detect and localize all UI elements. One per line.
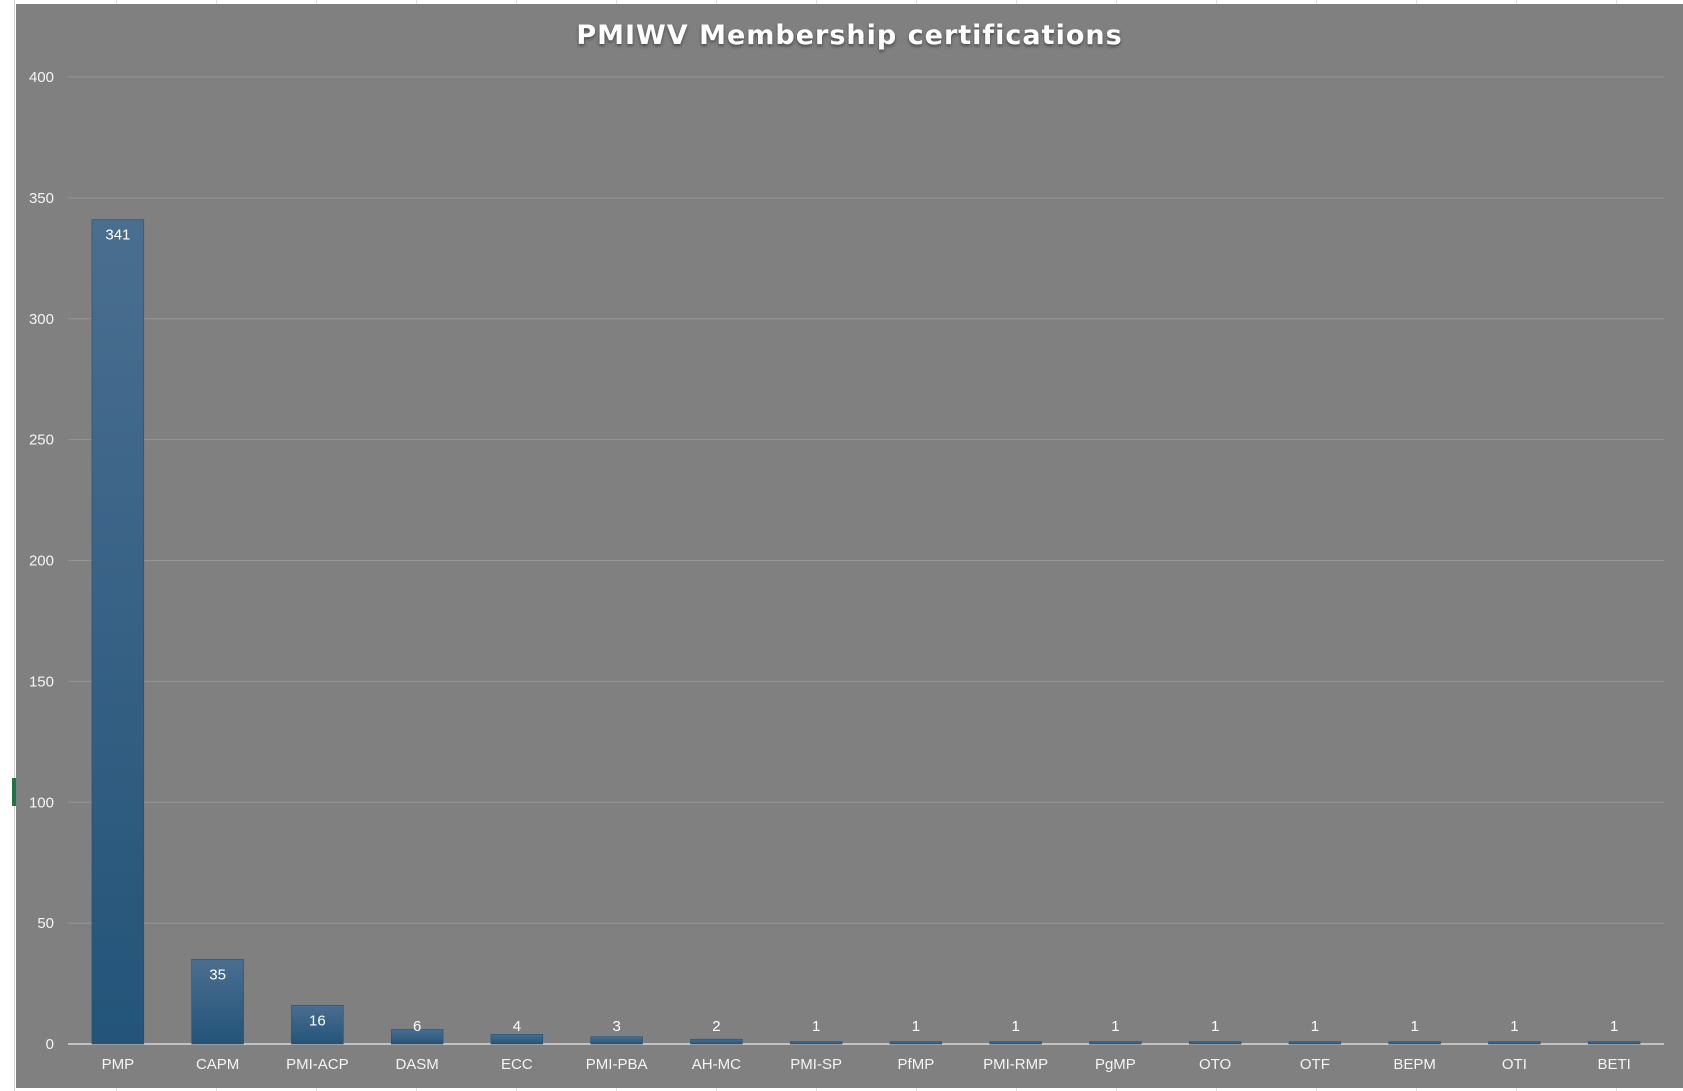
data-label: 1 <box>912 1018 920 1035</box>
data-label: 6 <box>413 1018 421 1035</box>
bar-bepm[interactable] <box>1388 1041 1441 1045</box>
data-label: 1 <box>1111 1018 1119 1035</box>
y-tick-label: 150 <box>29 673 54 690</box>
x-tick-label: BEPM <box>1393 1056 1436 1073</box>
data-label: 1 <box>1610 1018 1618 1035</box>
bar-pmi-acp[interactable] <box>291 1005 344 1045</box>
y-tick-label: 100 <box>29 794 54 811</box>
bar-oti[interactable] <box>1488 1041 1541 1045</box>
x-tick-label: OTF <box>1300 1056 1330 1073</box>
x-tick-label: PMI-ACP <box>286 1056 349 1073</box>
bar-chart-plot: 050100150200250300350400PMP341CAPM35PMI-… <box>29 69 1664 1073</box>
y-tick-label: 200 <box>29 553 54 570</box>
y-tick-label: 400 <box>29 69 54 86</box>
bar-beti[interactable] <box>1587 1041 1641 1045</box>
x-tick-label: CAPM <box>196 1056 239 1073</box>
bar-pmi-sp[interactable] <box>789 1041 843 1045</box>
x-tick-label: AH-MC <box>692 1056 741 1073</box>
y-tick-label: 0 <box>46 1036 54 1053</box>
data-label: 1 <box>1211 1018 1219 1035</box>
x-tick-label: ECC <box>501 1056 533 1073</box>
bar-pmi-rmp[interactable] <box>989 1041 1042 1045</box>
x-tick-label: PMI-SP <box>790 1056 842 1073</box>
data-label: 4 <box>513 1018 521 1035</box>
bar-ah-mc[interactable] <box>690 1038 743 1045</box>
x-tick-label: PfMP <box>898 1056 935 1073</box>
y-tick-label: 350 <box>29 190 54 207</box>
bar-pgmp[interactable] <box>1089 1041 1142 1045</box>
x-tick-label: PMP <box>102 1056 135 1073</box>
x-tick-label: OTI <box>1502 1056 1527 1073</box>
data-label: 2 <box>712 1018 720 1035</box>
chart-area[interactable]: PMIWV Membership certifications 0 50 100 15… <box>16 4 1683 1088</box>
y-tick-label: 250 <box>29 432 54 449</box>
chart-title: PMIWV Membership certifications <box>576 20 1123 51</box>
x-tick-label: PMI-RMP <box>983 1056 1048 1073</box>
data-label: 1 <box>812 1018 820 1035</box>
data-label: 1 <box>1311 1018 1319 1035</box>
bar-dasm[interactable] <box>390 1029 444 1045</box>
data-label: 341 <box>105 227 130 244</box>
sheet-edge <box>14 0 15 1091</box>
y-tick-label: 50 <box>37 915 54 932</box>
x-tick-label: PMI-PBA <box>586 1056 648 1073</box>
x-tick-label: BETI <box>1597 1056 1630 1073</box>
data-label: 1 <box>1011 1018 1019 1035</box>
bar-pmp[interactable] <box>91 219 145 1045</box>
selected-row-marker <box>12 778 16 806</box>
data-label: 35 <box>209 966 226 983</box>
y-tick-label: 300 <box>29 311 54 328</box>
data-label: 3 <box>612 1018 620 1035</box>
bar-ecc[interactable] <box>490 1034 544 1045</box>
x-tick-label: OTO <box>1199 1056 1231 1073</box>
bar-otf[interactable] <box>1288 1041 1342 1045</box>
x-tick-label: PgMP <box>1095 1056 1136 1073</box>
data-label: 1 <box>1410 1018 1418 1035</box>
bar-pmi-pba[interactable] <box>590 1036 643 1045</box>
x-tick-label: DASM <box>395 1056 438 1073</box>
bar-pfmp[interactable] <box>889 1041 943 1045</box>
data-label: 1 <box>1510 1018 1518 1035</box>
bar-capm[interactable] <box>191 959 244 1045</box>
data-label: 16 <box>309 1012 326 1029</box>
bar-oto[interactable] <box>1188 1041 1242 1045</box>
